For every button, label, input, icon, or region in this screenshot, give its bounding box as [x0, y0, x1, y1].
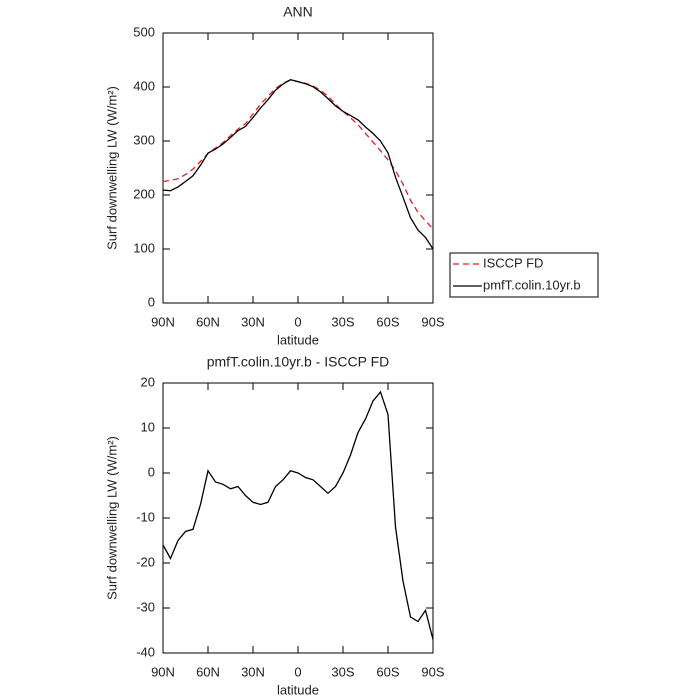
- x-tick-label: 0: [294, 314, 301, 329]
- x-tick-label: 30S: [331, 314, 354, 329]
- legend-box: [449, 252, 599, 298]
- x-tick-label: 30N: [241, 664, 265, 679]
- x-tick-label: 90S: [421, 664, 444, 679]
- x-tick-label: 90N: [151, 314, 175, 329]
- legend-label: ISCCP FD: [483, 255, 543, 270]
- y-axis-label: Surf downwelling LW (W/m²): [104, 436, 119, 600]
- x-axis-label: latitude: [277, 332, 319, 347]
- y-tick-label: -10: [136, 509, 155, 524]
- series-line: [162, 79, 434, 230]
- x-tick-label: 90N: [151, 664, 175, 679]
- x-tick-label: 60S: [376, 314, 399, 329]
- y-tick-label: 0: [148, 294, 155, 309]
- chart-title: pmfT.colin.10yr.b - ISCCP FD: [207, 354, 390, 370]
- x-tick-label: 60N: [196, 664, 220, 679]
- chart-title: ANN: [283, 4, 313, 20]
- y-axis-label: Surf downwelling LW (W/m²): [104, 86, 119, 250]
- x-tick-label: 60S: [376, 664, 399, 679]
- x-tick-label: 30N: [241, 314, 265, 329]
- series-line: [162, 79, 434, 250]
- y-tick-label: 20: [141, 374, 155, 389]
- y-tick-label: -20: [136, 554, 155, 569]
- x-tick-label: 90S: [421, 314, 444, 329]
- y-tick-label: 100: [133, 240, 155, 255]
- y-tick-label: 0: [148, 464, 155, 479]
- y-tick-label: -40: [136, 644, 155, 659]
- plot-frame: [162, 382, 434, 654]
- legend-label: pmfT.colin.10yr.b: [483, 277, 581, 292]
- y-tick-label: 400: [133, 78, 155, 93]
- x-axis-label: latitude: [277, 682, 319, 697]
- x-tick-label: 0: [294, 664, 301, 679]
- y-tick-label: -30: [136, 599, 155, 614]
- y-tick-label: 300: [133, 132, 155, 147]
- series-line: [162, 390, 434, 640]
- y-tick-label: 500: [133, 24, 155, 39]
- y-tick-label: 10: [141, 419, 155, 434]
- y-tick-label: 200: [133, 186, 155, 201]
- x-tick-label: 60N: [196, 314, 220, 329]
- x-tick-label: 30S: [331, 664, 354, 679]
